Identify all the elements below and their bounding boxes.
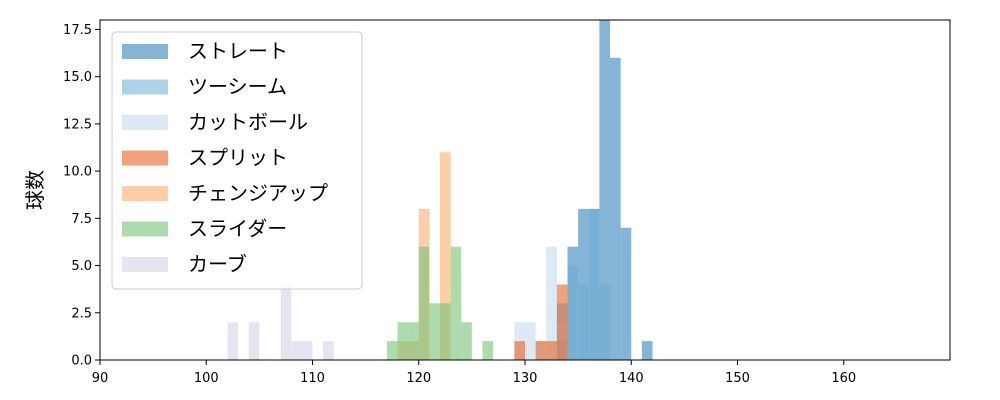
bar-series-0-bin-7	[641, 341, 653, 360]
bar-series-6-bin-5	[323, 341, 334, 360]
y-axis: 0.0 2.5 5.0 7.5 10.0 12.5 15.0 17.5	[63, 23, 100, 369]
y-axis-label: 球数	[23, 170, 47, 210]
bar-series-6-bin-1	[248, 322, 260, 360]
bar-series-1-bin-4	[599, 284, 610, 360]
legend-label: ストレート	[188, 39, 288, 63]
y-tick-label: 10.0	[63, 165, 92, 180]
legend-swatch	[122, 221, 168, 237]
bar-series-5-bin-3	[418, 246, 430, 360]
x-tick-label: 160	[831, 371, 856, 386]
x-tick-label: 150	[725, 371, 750, 386]
bar-series-5-bin-4	[429, 303, 440, 360]
bar-series-2-bin-1	[525, 322, 536, 360]
bar-series-5-bin-8	[482, 341, 494, 360]
legend-swatch	[122, 115, 168, 130]
x-tick-label: 110	[300, 371, 325, 386]
bar-series-0-bin-4	[599, 20, 610, 360]
bar-series-1-bin-1	[567, 265, 579, 360]
bar-series-5-bin-1	[397, 322, 409, 360]
bar-series-5-bin-0	[386, 341, 398, 360]
legend-label: チェンジアップ	[188, 181, 328, 205]
x-tick-label: 100	[194, 371, 219, 386]
y-tick-label: 15.0	[63, 70, 92, 85]
y-tick-label: 2.5	[71, 306, 92, 321]
y-tick-label: 12.5	[63, 117, 92, 132]
y-tick-label: 7.5	[71, 212, 92, 227]
legend-frame	[111, 31, 363, 290]
legend-label: ツーシーム	[188, 75, 287, 99]
bar-series-5-bin-5	[440, 303, 451, 360]
legend-swatch	[122, 257, 168, 272]
bar-series-3-bin-2	[546, 341, 557, 360]
x-tick-label: 130	[513, 371, 538, 386]
bar-series-5-bin-2	[408, 322, 419, 360]
legend-label: カーブ	[188, 252, 247, 276]
x-tick-label: 140	[619, 371, 644, 386]
bar-series-5-bin-6	[450, 246, 462, 360]
bar-series-0-bin-6	[620, 227, 632, 360]
bar-series-3-bin-1	[535, 341, 547, 360]
y-tick-label: 0.0	[71, 354, 92, 369]
bar-series-0-bin-5	[610, 57, 621, 361]
legend-swatch	[122, 186, 168, 201]
bars-layer	[227, 20, 653, 361]
legend-label: スプリット	[188, 146, 288, 170]
bar-series-1-bin-2	[578, 284, 589, 360]
x-axis: 90 100 110 120 130 140 150 160	[92, 360, 856, 386]
bar-series-3-bin-3	[556, 284, 568, 360]
bar-series-3-bin-0	[514, 341, 525, 360]
y-tick-label: 5.0	[71, 259, 92, 274]
legend-label: カットボール	[188, 110, 308, 134]
bar-series-6-bin-4	[301, 341, 313, 360]
bar-series-2-bin-3	[546, 246, 557, 360]
bar-series-6-bin-3	[291, 341, 302, 360]
bar-series-5-bin-7	[461, 322, 472, 360]
bar-series-6-bin-2	[280, 284, 292, 360]
bar-series-6-bin-0	[227, 322, 239, 360]
legend-swatch	[122, 79, 168, 95]
legend-swatch	[122, 44, 168, 59]
legend-label: スライダー	[188, 217, 287, 241]
y-tick-label: 17.5	[63, 23, 92, 38]
x-tick-label: 120	[406, 371, 431, 386]
legend-swatch	[122, 150, 168, 166]
x-tick-label: 90	[92, 371, 109, 386]
bar-series-4-bin-3	[440, 152, 451, 360]
bar-series-1-bin-3	[588, 208, 600, 360]
